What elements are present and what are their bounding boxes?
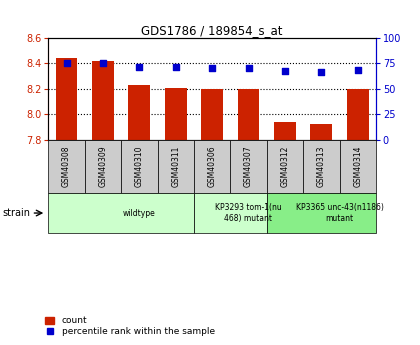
Bar [347, 89, 369, 140]
Text: KP3365 unc-43(n1186)
mutant: KP3365 unc-43(n1186) mutant [296, 203, 383, 223]
Text: GSM40314: GSM40314 [353, 146, 362, 187]
Bar [48, 140, 85, 193]
Point [63, 61, 70, 66]
Bar [129, 85, 150, 140]
Point [172, 65, 179, 70]
Bar [310, 125, 332, 140]
Bar [274, 122, 296, 140]
Bar [201, 89, 223, 140]
Bar [55, 58, 77, 140]
Point [245, 66, 252, 71]
Text: strain: strain [2, 208, 30, 218]
Text: GSM40311: GSM40311 [171, 146, 180, 187]
Point [281, 68, 288, 73]
Point [136, 65, 143, 70]
Bar [92, 61, 114, 140]
Point [318, 69, 325, 74]
Point [354, 67, 361, 72]
Bar [121, 140, 158, 193]
Text: GSM40308: GSM40308 [62, 146, 71, 187]
Text: GSM40309: GSM40309 [98, 146, 108, 187]
Text: GSM40312: GSM40312 [281, 146, 289, 187]
Bar [194, 193, 267, 233]
Bar [238, 89, 260, 140]
Bar [267, 193, 376, 233]
Point [209, 66, 215, 71]
Text: GSM40313: GSM40313 [317, 146, 326, 187]
Title: GDS1786 / 189854_s_at: GDS1786 / 189854_s_at [142, 24, 283, 37]
Bar [158, 140, 194, 193]
Legend: count, percentile rank within the sample: count, percentile rank within the sample [45, 315, 215, 337]
Bar [303, 140, 339, 193]
Text: GSM40306: GSM40306 [207, 146, 217, 187]
Text: GSM40310: GSM40310 [135, 146, 144, 187]
Bar [194, 140, 230, 193]
Point [100, 61, 106, 66]
Text: wildtype: wildtype [123, 208, 156, 218]
Bar [48, 193, 194, 233]
Text: KP3293 tom-1(nu
468) mutant: KP3293 tom-1(nu 468) mutant [215, 203, 282, 223]
Bar [85, 140, 121, 193]
Bar [339, 140, 376, 193]
Bar [230, 140, 267, 193]
Bar [267, 140, 303, 193]
Text: GSM40307: GSM40307 [244, 146, 253, 187]
Bar [165, 88, 186, 140]
